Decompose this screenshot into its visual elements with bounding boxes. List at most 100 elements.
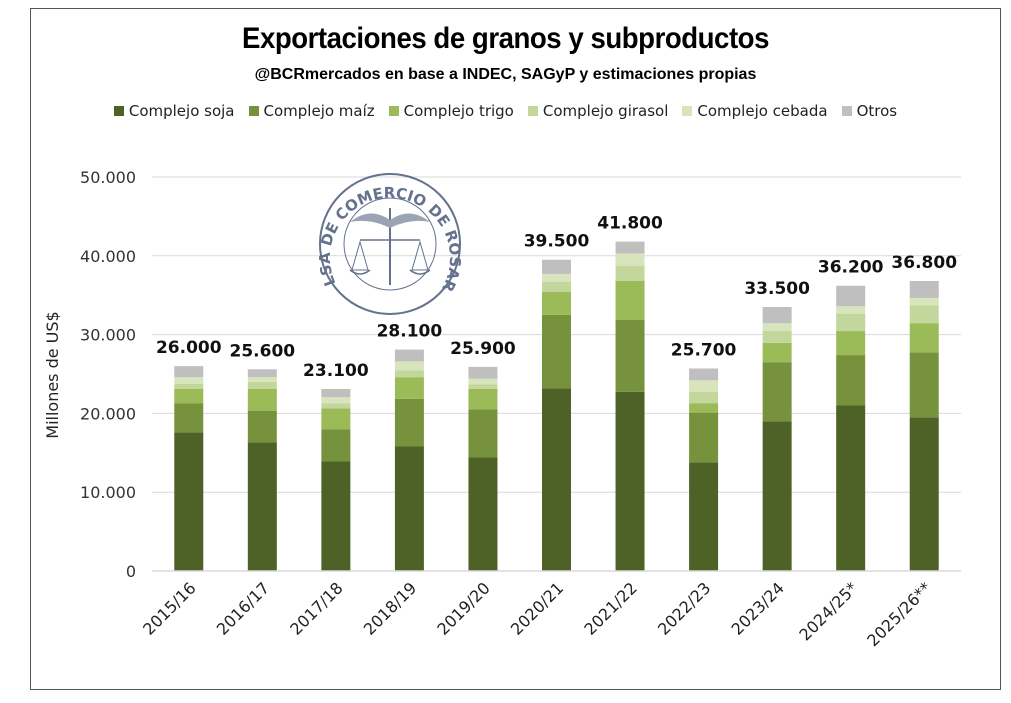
bar-segment-complejo-cebada	[542, 273, 571, 282]
bar-segment-complejo-soja	[909, 417, 939, 571]
x-tick-label: 2025/26**	[863, 578, 935, 650]
x-tick-label: 2023/24	[728, 578, 788, 638]
x-tick-label: 2020/21	[507, 578, 567, 638]
y-tick-label: 10.000	[80, 483, 136, 502]
x-tick-label: 2024/25*	[795, 578, 861, 644]
bar-segment-complejo-girasol	[321, 403, 351, 409]
x-tick-label: 2019/20	[433, 578, 493, 638]
bar-segment-complejo-cebada	[909, 297, 939, 306]
total-label: 36.800	[891, 253, 957, 273]
bar-segment-otros	[909, 281, 939, 298]
bar-segment-complejo-cebada	[762, 323, 792, 332]
bar-segment-otros	[689, 368, 719, 381]
bar-segment-complejo-soja	[615, 391, 645, 571]
bar-segment-complejo-girasol	[542, 281, 571, 292]
legend-label: Complejo maíz	[263, 102, 375, 120]
x-tick-label: 2016/17	[213, 578, 273, 638]
bar-segment-otros	[762, 307, 792, 324]
bar-segment-complejo-soja	[689, 462, 719, 571]
bar-segment-complejo-ma-z	[542, 314, 571, 389]
total-label: 28.100	[377, 322, 443, 342]
legend-item: Complejo maíz	[248, 102, 375, 120]
chart-title: Exportaciones de granos y subproductos	[242, 22, 769, 55]
bar-segment-complejo-soja	[321, 461, 351, 571]
legend-swatch	[682, 106, 693, 116]
bar-segment-complejo-trigo	[174, 388, 204, 404]
x-tick-label: 2022/23	[654, 578, 714, 638]
y-tick-label: 40.000	[80, 247, 136, 266]
legend: Complejo soja Complejo maíz Complejo trigo…	[0, 102, 1011, 120]
legend-swatch	[388, 106, 399, 116]
bar-segment-complejo-ma-z	[247, 410, 277, 443]
legend-label: Complejo trigo	[403, 102, 514, 120]
bar-segment-otros	[394, 349, 424, 362]
bar-segment-complejo-ma-z	[615, 320, 645, 392]
legend-label: Otros	[856, 102, 898, 120]
bar-segment-complejo-trigo	[468, 388, 498, 410]
total-label: 25.900	[450, 339, 516, 359]
x-tick-label: 2017/18	[286, 578, 346, 638]
bar-segment-complejo-cebada	[174, 377, 204, 384]
total-label: 36.200	[818, 258, 884, 278]
y-axis-title: Millones de US$	[43, 311, 62, 438]
legend-label: Complejo soja	[128, 102, 235, 120]
bar-segment-complejo-trigo	[247, 388, 277, 411]
bar-segment-complejo-girasol	[689, 391, 719, 404]
bar-segment-complejo-cebada	[394, 361, 424, 371]
bar-segment-complejo-girasol	[247, 381, 277, 389]
legend-item: Complejo girasol	[527, 102, 668, 120]
svg-text:BOLSA DE COMERCIO DE ROSARIO: BOLSA DE COMERCIO DE ROSARIO	[0, 0, 464, 295]
bar-segment-complejo-soja	[174, 432, 204, 571]
total-label: 41.800	[597, 214, 663, 234]
bar-segment-complejo-cebada	[247, 377, 277, 382]
legend-swatch	[113, 106, 124, 116]
legend-item: Complejo soja	[113, 102, 235, 120]
legend-item: Complejo cebada	[682, 102, 828, 120]
legend-item: Complejo trigo	[388, 102, 514, 120]
bcr-seal-logo: BOLSA DE COMERCIO DE ROSARIO	[0, 0, 464, 315]
bar-segment-complejo-trigo	[909, 323, 939, 353]
bar-segment-complejo-soja	[394, 446, 424, 571]
legend-label: Complejo cebada	[697, 102, 828, 120]
bar-segment-otros	[542, 259, 571, 274]
bar-segment-complejo-cebada	[836, 306, 866, 314]
bar-segment-complejo-ma-z	[321, 429, 351, 462]
bar-segment-complejo-girasol	[394, 370, 424, 378]
bar-segment-complejo-ma-z	[394, 398, 424, 447]
bar-segment-complejo-trigo	[542, 291, 571, 315]
total-label: 26.000	[156, 338, 222, 358]
total-label: 39.500	[524, 232, 590, 252]
bar-segment-complejo-girasol	[174, 383, 204, 389]
bar-segment-complejo-soja	[762, 421, 792, 571]
bar-segment-complejo-ma-z	[689, 412, 719, 463]
bar-segment-otros	[174, 366, 204, 378]
legend-swatch	[841, 106, 852, 116]
legend-swatch	[527, 106, 538, 116]
bar-segment-complejo-trigo	[615, 281, 645, 321]
y-tick-label: 30.000	[80, 326, 136, 345]
bar-segment-complejo-soja	[247, 442, 277, 571]
bar-segment-otros	[615, 241, 645, 254]
x-tick-label: 2015/16	[139, 578, 199, 638]
bar-segment-complejo-ma-z	[174, 403, 204, 433]
bar-segment-complejo-ma-z	[836, 355, 866, 406]
bar-segment-complejo-soja	[542, 388, 571, 571]
bar-segment-complejo-girasol	[762, 331, 792, 343]
y-tick-label: 20.000	[80, 404, 136, 423]
x-tick-label: 2021/22	[580, 578, 640, 638]
bar-segment-complejo-trigo	[321, 408, 351, 430]
bar-segment-complejo-ma-z	[909, 352, 939, 418]
bar-segment-otros	[836, 285, 866, 307]
bar-segment-complejo-girasol	[615, 266, 645, 282]
bar-segment-otros	[247, 369, 277, 378]
y-tick-label: 0	[126, 562, 136, 581]
total-label: 25.700	[671, 340, 737, 360]
x-tick-label: 2018/19	[360, 578, 420, 638]
total-label: 23.100	[303, 361, 369, 381]
bar-segment-complejo-trigo	[836, 331, 866, 356]
bar-segment-complejo-girasol	[836, 313, 866, 332]
bar-segment-complejo-cebada	[689, 380, 719, 392]
bar-segment-otros	[321, 388, 351, 398]
y-tick-label: 50.000	[80, 168, 136, 187]
